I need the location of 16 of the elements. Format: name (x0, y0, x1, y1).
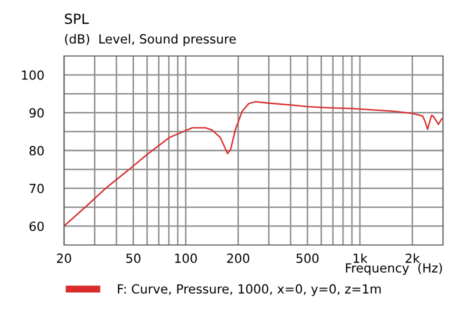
legend-label: F: Curve, Pressure, 1000, x=0, y=0, z=1m (118, 284, 381, 296)
chart-title: SPL (64, 14, 89, 24)
y-tick-label: 90 (29, 108, 44, 118)
x-axis-title: Frequency (Hz) (346, 262, 442, 276)
x-tick-label: 2k (406, 253, 420, 263)
x-tick-label: 1k (354, 253, 368, 263)
x-tick-label: 500 (296, 254, 319, 264)
x-tick-label: 50 (126, 254, 140, 264)
x-tick-label: 200 (227, 254, 250, 264)
y-tick-label: 70 (30, 184, 44, 194)
chart-subtitle: (dB) Level, Sound pressure (65, 34, 236, 46)
y-tick-label: 100 (22, 70, 44, 80)
x-tick-label: 100 (175, 254, 197, 264)
x-tick-label: 20 (56, 254, 72, 264)
y-tick-label: 80 (29, 146, 44, 156)
y-tick-label: 60 (30, 222, 44, 232)
